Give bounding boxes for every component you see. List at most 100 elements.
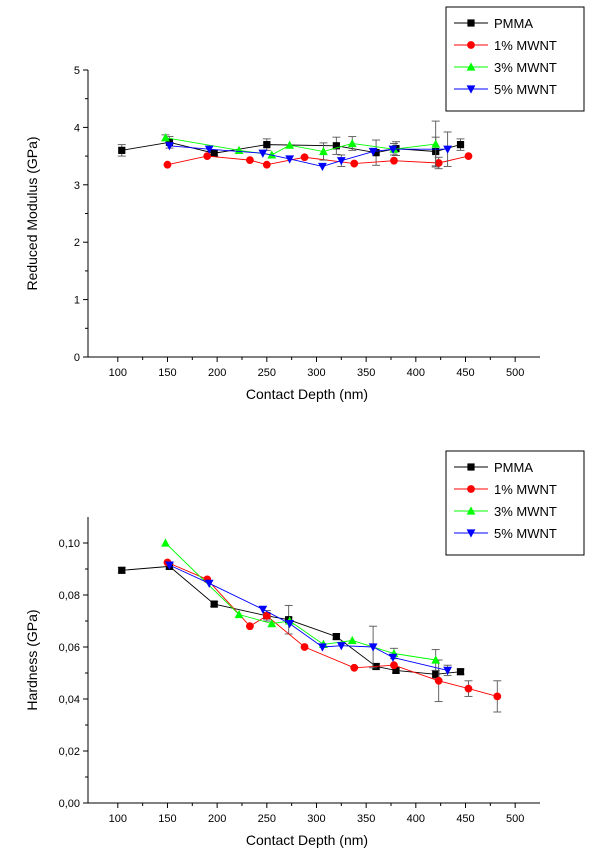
hardness-chart: 100 150 200 250 300 350 400 450 500 0,00 0,02 0,04 0… — [24, 450, 585, 848]
data-point — [347, 635, 357, 645]
legend-marker — [466, 529, 476, 538]
series-line — [165, 137, 436, 156]
series-3-mwnt — [161, 538, 441, 671]
data-point — [285, 155, 295, 164]
data-point — [388, 145, 398, 154]
legend-marker — [467, 41, 475, 49]
x-tick-label: 500 — [506, 367, 524, 379]
data-point — [203, 152, 212, 161]
series-line — [167, 155, 469, 166]
data-point — [464, 152, 473, 161]
data-point — [390, 156, 398, 165]
series-line — [167, 562, 498, 697]
y-tick-label: 0,06 — [59, 642, 80, 654]
data-point — [161, 133, 170, 142]
data-point — [204, 579, 214, 588]
series-3-mwnt — [161, 120, 441, 168]
series-line — [165, 542, 436, 661]
legend-marker — [467, 19, 475, 27]
data-point — [210, 149, 218, 157]
data-point — [204, 145, 214, 154]
legend-marker — [466, 85, 476, 94]
x-tick-label: 250 — [258, 367, 276, 379]
y-tick-label: 0,02 — [59, 746, 80, 758]
x-tick-label: 150 — [158, 813, 176, 825]
modulus-chart: 100 150 200 250 300 350 400 450 500 0 1 2 3 4 5 Contact… — [24, 6, 585, 402]
data-point — [392, 666, 400, 674]
legend-label: 3% MWNT — [494, 60, 557, 75]
legend-label: 5% MWNT — [494, 526, 557, 541]
data-point — [332, 142, 340, 150]
data-point — [368, 643, 378, 652]
x-tick-label: 400 — [407, 813, 425, 825]
legend-label: PMMA — [494, 16, 533, 31]
data-point — [319, 146, 328, 156]
legend-label: 1% MWNT — [494, 38, 557, 53]
x-axis-title: Contact Depth (nm) — [246, 386, 368, 402]
x-tick-label: 350 — [357, 813, 375, 825]
data-point — [300, 643, 309, 651]
legend-marker — [466, 62, 476, 71]
data-point — [234, 609, 244, 619]
data-point — [118, 146, 126, 154]
y-tick-label: 1 — [74, 295, 80, 307]
data-point — [350, 663, 359, 672]
legend-marker — [466, 506, 476, 515]
legend-label: 5% MWNT — [494, 82, 557, 97]
data-point — [210, 600, 218, 608]
data-point — [300, 153, 309, 162]
data-point — [390, 661, 398, 670]
x-tick-label: 450 — [456, 367, 474, 379]
data-point — [163, 160, 172, 169]
data-point — [262, 611, 271, 620]
series-5-mwnt — [165, 131, 453, 172]
legend-marker — [467, 485, 475, 493]
data-point — [368, 147, 378, 157]
x-tick-label: 350 — [357, 367, 375, 379]
data-point — [372, 149, 380, 157]
data-point — [431, 655, 441, 664]
x-tick-label: 250 — [258, 813, 276, 825]
legend-label: 1% MWNT — [494, 482, 557, 497]
data-point — [118, 566, 126, 574]
data-point — [267, 150, 277, 159]
x-tick-label: 300 — [307, 367, 325, 379]
data-point — [456, 141, 465, 149]
data-point — [350, 159, 359, 168]
data-point — [161, 538, 170, 547]
legend: PMMA 1% MWNT 3% MWNT 5% MWNT — [445, 450, 585, 556]
data-point — [434, 676, 443, 685]
y-tick-label: 0,08 — [59, 590, 80, 602]
series-line — [121, 565, 461, 675]
y-tick-label: 0,04 — [59, 694, 80, 706]
data-point — [258, 149, 268, 158]
y-axis-title: Reduced Modulus (GPa) — [24, 136, 40, 290]
x-tick-label: 150 — [158, 367, 176, 379]
x-tick-label: 400 — [407, 367, 425, 379]
data-point — [263, 141, 271, 149]
y-tick-label: 5 — [74, 65, 80, 77]
x-tick-label: 300 — [307, 813, 325, 825]
data-point — [464, 684, 473, 693]
x-tick-label: 450 — [456, 813, 474, 825]
data-point — [318, 162, 327, 172]
y-tick-label: 0,00 — [59, 798, 80, 810]
series-1-mwnt — [163, 152, 473, 170]
data-point — [165, 142, 174, 151]
data-point — [246, 622, 254, 631]
legend-marker — [467, 463, 475, 471]
y-tick-label: 0,10 — [59, 538, 80, 550]
data-point — [285, 620, 295, 629]
legend-label: 3% MWNT — [494, 504, 557, 519]
data-point — [443, 666, 453, 675]
data-point — [432, 670, 440, 678]
y-tick-label: 4 — [74, 122, 80, 134]
y-tick-label: 2 — [74, 237, 80, 249]
data-point — [258, 605, 268, 614]
x-axis-title: Contact Depth (nm) — [246, 832, 368, 848]
y-tick-label: 3 — [74, 180, 80, 192]
data-point — [434, 159, 443, 167]
x-tick-label: 500 — [506, 813, 524, 825]
y-tick-label: 0 — [74, 352, 80, 364]
